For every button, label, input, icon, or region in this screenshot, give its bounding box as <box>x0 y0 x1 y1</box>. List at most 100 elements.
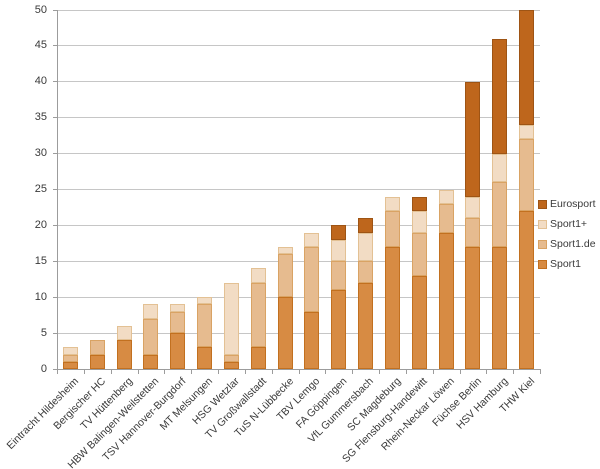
x-axis-line <box>57 369 541 370</box>
bar-segment-sport1 <box>358 282 374 369</box>
y-axis-tick <box>53 45 57 47</box>
bar-segment-sport1-de <box>519 139 535 212</box>
y-axis-tick-label: 15 <box>34 254 47 267</box>
x-axis-tick <box>486 370 488 374</box>
gridline <box>57 9 540 11</box>
legend-label: Sport1+ <box>550 217 588 230</box>
bar-segment-sport1-de <box>465 218 481 247</box>
x-axis-tick <box>164 370 166 374</box>
bar-segment-sport1-de <box>358 261 374 283</box>
gridline <box>57 189 540 190</box>
bar-segment-sport1+ <box>411 211 427 233</box>
bar-segment-sport1+ <box>519 124 535 140</box>
bar-segment-sport1+ <box>384 196 400 212</box>
bar-segment-sport1+ <box>304 232 320 247</box>
bar-segment-sport1 <box>62 361 78 369</box>
bar-segment-sport1-de <box>89 340 105 355</box>
x-axis-tick <box>540 370 541 374</box>
y-axis-tick <box>53 9 57 11</box>
x-axis-tick <box>110 370 112 374</box>
bar-segment-sport1 <box>89 354 105 369</box>
gridline <box>57 260 540 262</box>
bar-segment-sport1+ <box>223 282 239 355</box>
legend-item-sport1-de: Sport1.de <box>538 235 596 255</box>
bar-segment-sport1+ <box>331 239 347 262</box>
y-axis-tick-label: 25 <box>34 183 47 195</box>
bar-segment-eurosport <box>519 10 535 125</box>
y-axis-tick <box>53 224 57 226</box>
x-axis-tick <box>405 370 407 374</box>
bar-segment-sport1+ <box>465 196 481 219</box>
bar-segment-sport1+ <box>197 297 213 305</box>
legend-swatch <box>538 260 547 270</box>
bar-segment-sport1-de <box>62 354 78 362</box>
legend-swatch <box>538 219 547 229</box>
bar-segment-sport1-de <box>143 318 159 355</box>
bar-segment-sport1+ <box>116 325 132 341</box>
x-axis-tick <box>432 370 434 374</box>
bar-segment-sport1 <box>519 211 535 369</box>
y-axis-tick-label: 35 <box>34 111 47 124</box>
x-axis-tick <box>379 370 380 374</box>
bar-segment-sport1 <box>170 333 186 369</box>
x-axis-tick <box>513 370 515 374</box>
bar-segment-sport1 <box>277 297 293 369</box>
x-axis-tick <box>459 370 461 374</box>
y-axis-tick-label: 45 <box>34 39 47 52</box>
bar-segment-eurosport <box>465 81 481 197</box>
bar-segment-sport1-de <box>411 232 427 276</box>
x-axis-tick <box>83 370 85 374</box>
y-axis-tick-label: 20 <box>34 218 47 231</box>
x-axis-tick <box>244 370 246 374</box>
bar-segment-sport1 <box>304 311 320 369</box>
bar-segment-sport1-de <box>384 211 400 247</box>
y-axis-line <box>57 10 58 369</box>
bar-segment-sport1-de <box>492 182 508 247</box>
y-axis-tick <box>53 368 57 370</box>
gridline <box>57 117 540 119</box>
y-axis-tick <box>53 189 57 190</box>
bar-segment-sport1 <box>197 347 213 369</box>
bar-segment-sport1-de <box>197 304 213 348</box>
legend-swatch <box>538 240 547 250</box>
bar-segment-sport1-de <box>304 246 320 312</box>
legend-label: Sport1 <box>550 258 581 271</box>
gridline <box>57 296 540 298</box>
bar-segment-sport1-de <box>438 203 454 233</box>
bar-segment-sport1+ <box>62 347 78 355</box>
x-axis-tick <box>218 370 219 374</box>
y-axis-tick-label: 40 <box>34 75 47 88</box>
bar-segment-sport1+ <box>277 246 293 255</box>
x-axis-tick <box>325 370 327 374</box>
x-axis-tick <box>137 370 139 374</box>
bar-segment-sport1+ <box>170 304 186 312</box>
bar-segment-eurosport <box>358 218 374 233</box>
y-axis-tick-label: 50 <box>34 3 47 16</box>
bar-segment-sport1 <box>411 275 427 369</box>
x-axis-tick <box>191 370 193 374</box>
legend-item-sport1: Sport1 <box>538 255 581 275</box>
bar-segment-sport1 <box>143 354 159 369</box>
legend-item-eurosport: Eurosport <box>538 194 596 214</box>
gridline <box>57 224 540 226</box>
y-axis-tick-label: 30 <box>34 147 47 160</box>
bar-segment-sport1-de <box>331 261 347 291</box>
bar-segment-sport1+ <box>143 304 159 319</box>
y-axis-tick <box>53 296 57 298</box>
bar-segment-sport1 <box>438 232 454 369</box>
bar-segment-sport1-de <box>170 311 186 334</box>
bar-segment-sport1-de <box>250 282 266 348</box>
bar-segment-sport1+ <box>358 232 374 262</box>
bar-segment-eurosport <box>331 225 347 240</box>
y-axis-tick-label: 0 <box>40 362 47 375</box>
y-axis-tick-label: 5 <box>40 326 47 339</box>
bar-segment-sport1 <box>331 290 347 369</box>
gridline <box>57 45 540 47</box>
legend-item-sport1+: Sport1+ <box>538 214 587 234</box>
x-axis-tick <box>352 370 354 374</box>
y-axis-tick-label: 10 <box>34 290 47 303</box>
bar-segment-sport1-de <box>277 254 293 298</box>
bar-segment-sport1 <box>250 347 266 369</box>
